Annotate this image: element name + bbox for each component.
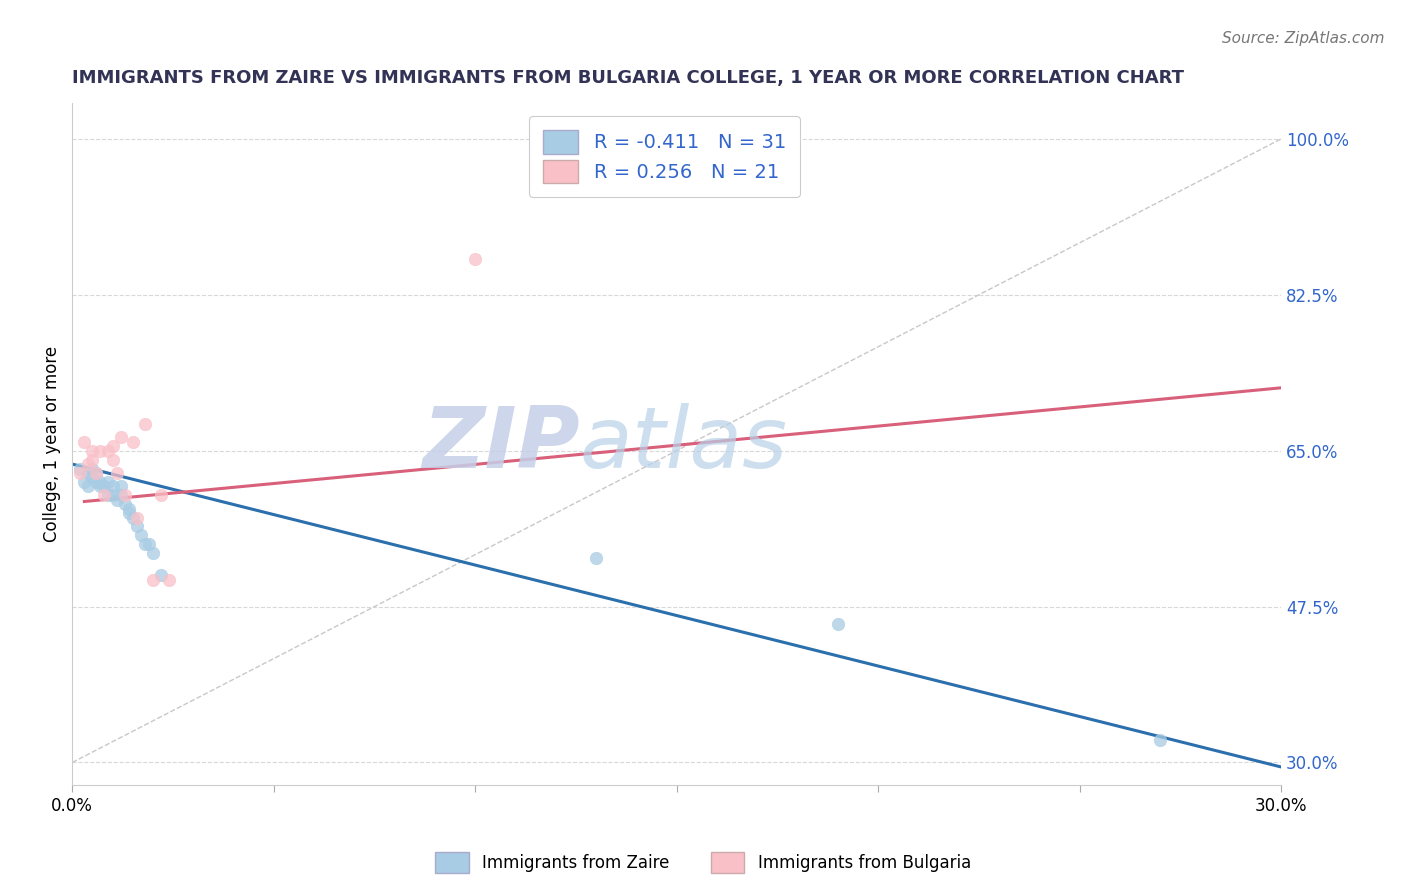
- Point: [97, 488, 120, 502]
- Point: [82, 461, 104, 475]
- Point: [77, 479, 100, 493]
- Point: [125, 519, 148, 533]
- Point: [89, 475, 111, 489]
- Point: [121, 434, 143, 449]
- Point: [101, 452, 124, 467]
- Point: [105, 492, 128, 507]
- Legend: R = -0.411   N = 31, R = 0.256   N = 21: R = -0.411 N = 31, R = 0.256 N = 21: [530, 117, 800, 197]
- Point: [114, 488, 136, 502]
- Point: [121, 510, 143, 524]
- Point: [101, 488, 124, 502]
- Point: [89, 443, 111, 458]
- Point: [125, 510, 148, 524]
- Point: [138, 537, 160, 551]
- Point: [117, 501, 139, 516]
- Point: [82, 443, 104, 458]
- Point: [69, 461, 91, 475]
- Point: [134, 417, 156, 431]
- Legend: Immigrants from Zaire, Immigrants from Bulgaria: Immigrants from Zaire, Immigrants from B…: [429, 846, 977, 880]
- Point: [157, 573, 180, 587]
- Point: [82, 452, 104, 467]
- Point: [93, 488, 115, 502]
- Point: [1149, 733, 1171, 747]
- Point: [93, 479, 115, 493]
- Point: [101, 479, 124, 493]
- Point: [114, 497, 136, 511]
- Point: [86, 466, 108, 480]
- Point: [73, 434, 96, 449]
- Point: [110, 430, 132, 444]
- Point: [110, 479, 132, 493]
- Point: [77, 466, 100, 480]
- Y-axis label: College, 1 year or more: College, 1 year or more: [44, 346, 60, 542]
- Text: atlas: atlas: [579, 402, 787, 485]
- Point: [110, 488, 132, 502]
- Point: [101, 439, 124, 453]
- Point: [827, 617, 849, 632]
- Point: [585, 550, 607, 565]
- Text: Source: ZipAtlas.com: Source: ZipAtlas.com: [1222, 31, 1385, 46]
- Point: [142, 546, 165, 560]
- Point: [97, 475, 120, 489]
- Point: [149, 488, 172, 502]
- Text: IMMIGRANTS FROM ZAIRE VS IMMIGRANTS FROM BULGARIA COLLEGE, 1 YEAR OR MORE CORREL: IMMIGRANTS FROM ZAIRE VS IMMIGRANTS FROM…: [72, 69, 1184, 87]
- Point: [89, 479, 111, 493]
- Point: [69, 466, 91, 480]
- Point: [117, 506, 139, 520]
- Point: [73, 475, 96, 489]
- Point: [149, 568, 172, 582]
- Point: [86, 466, 108, 480]
- Point: [134, 537, 156, 551]
- Point: [105, 466, 128, 480]
- Point: [86, 475, 108, 489]
- Point: [142, 573, 165, 587]
- Point: [82, 470, 104, 484]
- Point: [129, 528, 152, 542]
- Text: ZIP: ZIP: [422, 402, 579, 485]
- Point: [464, 252, 486, 267]
- Point: [77, 457, 100, 471]
- Point: [97, 443, 120, 458]
